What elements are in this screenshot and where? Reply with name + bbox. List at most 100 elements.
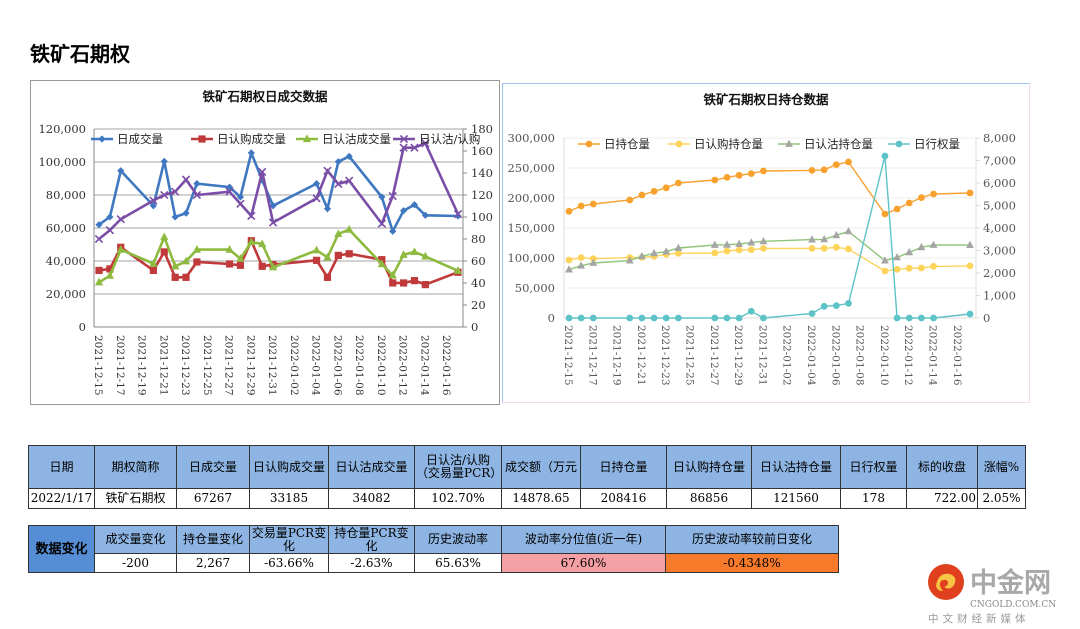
data-point — [893, 314, 901, 322]
data-point — [650, 248, 658, 257]
data-point — [760, 314, 767, 322]
x-tick-label: 2022-01-14 — [418, 335, 430, 396]
data-point — [881, 210, 889, 218]
cell-date: 2022/1/17 — [28, 488, 95, 509]
data-point — [711, 249, 719, 257]
header-cell: 成交额（万元 — [501, 445, 581, 489]
data-point — [929, 240, 938, 248]
data-point — [747, 307, 755, 315]
x-tick-label: 2021-12-19 — [136, 335, 148, 396]
data-point — [723, 173, 731, 181]
data-point — [236, 193, 245, 201]
data-point — [421, 211, 429, 219]
data-point — [247, 211, 256, 221]
data-point — [723, 240, 731, 248]
data-point — [453, 266, 463, 274]
y-left-tick-label: 300,000 — [507, 131, 555, 145]
cell-pcr: 102.70% — [414, 488, 502, 509]
data-point — [399, 134, 409, 144]
header-cell: 日认购成交量 — [249, 445, 329, 489]
y-left-tick-label: 0 — [79, 320, 86, 334]
data-point — [268, 262, 278, 271]
cell-volume-change: -200 — [94, 553, 177, 573]
header-cell: 成交量变化 — [94, 525, 177, 554]
data-point — [895, 140, 903, 148]
data-point — [626, 314, 634, 322]
data-point — [98, 135, 106, 143]
data-point — [95, 221, 103, 229]
data-point — [421, 139, 430, 148]
data-point — [389, 279, 397, 287]
x-tick-label: 2022-01-12 — [902, 325, 914, 386]
x-tick-label: 2021-12-29 — [732, 325, 744, 386]
x-tick-label: 2021-12-31 — [266, 335, 278, 396]
data-point — [170, 187, 180, 196]
data-point — [710, 240, 719, 248]
header-cell: 日期 — [28, 445, 95, 489]
table-header-row: 数据变化 成交量变化 持仓量变化 交易量PCR变化 持仓量PCR变化 历史波动率… — [28, 525, 839, 573]
data-point — [625, 256, 634, 264]
header-cell: 持仓量变化 — [176, 525, 250, 554]
header-cell: 期权简称 — [94, 445, 177, 489]
y-right-tick-label: 80 — [471, 232, 486, 246]
x-tick-label: 2021-12-19 — [611, 325, 623, 386]
data-point — [388, 191, 397, 201]
data-point — [820, 245, 828, 252]
data-point — [117, 167, 125, 175]
x-tick-label: 2022-01-16 — [440, 335, 452, 396]
x-tick-label: 2022-01-04 — [310, 335, 322, 396]
data-point — [577, 202, 585, 210]
table-header-row: 日期 期权简称 日成交量 日认购成交量 日认沽成交量 日认沽/认购（交易量PCR… — [28, 445, 1026, 489]
legend-label: 日认购成交量 — [217, 132, 286, 146]
data-point — [399, 250, 408, 258]
y-left-tick-label: 40,000 — [46, 254, 86, 268]
data-point — [388, 270, 397, 279]
legend-label: 日认购持仓量 — [694, 137, 763, 151]
header-cell: 日认购持仓量 — [666, 445, 752, 489]
data-point — [565, 207, 573, 215]
data-point — [160, 248, 168, 256]
x-tick-label: 2021-12-29 — [244, 335, 256, 396]
data-point — [905, 264, 913, 272]
data-point — [334, 179, 343, 189]
side-label: 数据变化 — [28, 525, 95, 573]
data-point — [735, 314, 743, 322]
y-right-tick-label: 180 — [471, 122, 493, 136]
data-point — [247, 149, 255, 157]
page-title: 铁矿石期权 — [30, 42, 130, 66]
header-cell: 历史波动率较前日变化 — [665, 525, 839, 554]
data-point — [345, 152, 353, 160]
data-point — [236, 199, 245, 208]
data-point — [312, 194, 321, 203]
table-row: -200 2,267 -63.66% -2.63% 65.63% 67.60% … — [29, 553, 839, 573]
data-point — [747, 170, 755, 178]
data-point — [410, 247, 419, 256]
data-point — [589, 258, 598, 266]
data-point — [312, 180, 321, 188]
data-point — [269, 202, 277, 210]
cell-vol-percentile: 67.60% — [501, 553, 666, 573]
y-right-tick-label: 4,000 — [983, 221, 1016, 235]
y-left-tick-label: 100,000 — [38, 155, 86, 169]
data-point — [881, 152, 889, 160]
y-right-tick-label: 100 — [471, 210, 493, 224]
data-point — [785, 139, 793, 147]
data-point — [930, 314, 937, 322]
header-cell: 交易量PCR变化 — [249, 525, 329, 554]
data-point — [966, 189, 974, 197]
data-point — [674, 249, 682, 257]
legend-label: 日认沽持仓量 — [804, 137, 873, 151]
cell-oi-pcr-change: -2.63% — [328, 553, 415, 573]
x-tick-label: 2021-12-15 — [562, 325, 574, 386]
data-point — [930, 190, 937, 198]
y-left-tick-label: 50,000 — [515, 281, 555, 295]
data-point — [711, 176, 719, 184]
data-point — [105, 226, 115, 235]
cell-turnover: 14878.65 — [501, 488, 581, 509]
y-left-tick-label: 150,000 — [507, 221, 555, 235]
data-point — [820, 166, 828, 174]
y-right-tick-label: 8,000 — [983, 131, 1016, 145]
data-point — [181, 175, 191, 184]
series-3 — [94, 139, 463, 244]
data-point — [236, 254, 245, 262]
